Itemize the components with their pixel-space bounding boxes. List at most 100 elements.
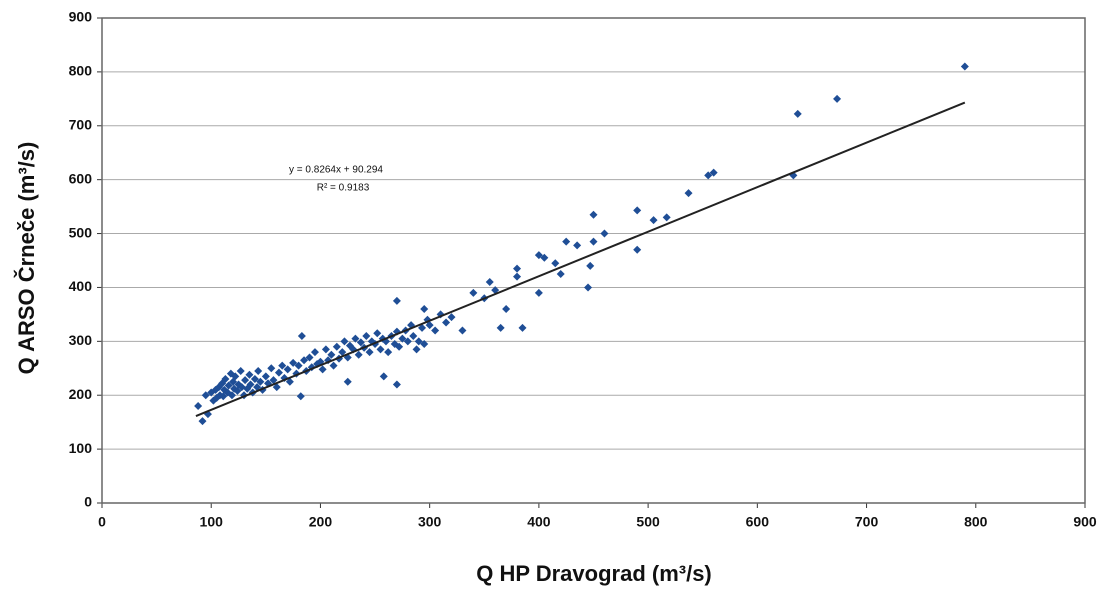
point	[294, 361, 303, 370]
trendline	[195, 101, 966, 417]
point	[704, 171, 713, 180]
point	[485, 278, 494, 287]
point	[332, 342, 341, 351]
x-axis-title: Q HP Dravograd (m³/s)	[476, 561, 712, 586]
point	[340, 337, 349, 346]
point	[261, 372, 270, 381]
point	[289, 358, 298, 367]
x-tick-label: 800	[964, 514, 988, 530]
x-tick-label: 500	[636, 514, 660, 530]
point	[274, 368, 283, 377]
point	[224, 381, 233, 390]
point	[420, 340, 429, 349]
point	[376, 345, 385, 354]
point	[231, 372, 240, 381]
point	[241, 376, 250, 385]
point	[245, 370, 254, 379]
point	[384, 348, 393, 357]
x-tick-label: 900	[1073, 514, 1097, 530]
point	[296, 392, 305, 401]
point	[236, 366, 245, 375]
point	[392, 296, 401, 305]
point	[960, 62, 969, 71]
x-tick-label: 100	[200, 514, 224, 530]
point	[420, 305, 429, 313]
point	[283, 365, 292, 374]
point	[409, 331, 418, 340]
point	[254, 366, 263, 375]
point	[329, 361, 338, 370]
point	[219, 392, 228, 401]
point	[589, 210, 598, 219]
point	[469, 288, 478, 297]
point	[310, 348, 319, 357]
point	[412, 345, 421, 354]
equation: y = 0.8264x + 90.294	[289, 165, 383, 176]
point	[227, 391, 236, 400]
point	[534, 288, 543, 297]
x-tick-label: 400	[527, 514, 551, 530]
point	[518, 323, 527, 332]
y-tick-label: 500	[69, 224, 93, 240]
point	[573, 241, 582, 250]
point	[256, 377, 265, 386]
point	[365, 348, 374, 357]
point	[356, 338, 365, 347]
point	[253, 383, 262, 392]
point	[793, 109, 802, 118]
point	[327, 350, 336, 359]
point	[633, 206, 642, 215]
x-tick-label: 0	[98, 514, 106, 530]
point	[633, 245, 642, 254]
point	[447, 313, 456, 322]
point	[285, 377, 294, 386]
point	[398, 334, 407, 343]
point	[513, 264, 522, 273]
y-tick-label: 600	[69, 170, 93, 186]
point	[709, 168, 718, 177]
point	[562, 237, 571, 246]
point	[233, 386, 242, 395]
y-tick-label: 900	[69, 9, 93, 25]
y-tick-label: 700	[69, 116, 93, 132]
point	[201, 391, 210, 400]
point	[513, 272, 522, 281]
point	[586, 261, 595, 270]
point	[534, 251, 543, 260]
point	[442, 318, 451, 327]
point	[649, 216, 658, 225]
point	[431, 326, 440, 335]
point	[458, 326, 467, 335]
point	[278, 361, 287, 370]
plot-frame	[101, 17, 1086, 504]
point	[600, 229, 609, 238]
y-tick-label: 100	[69, 440, 93, 456]
point	[221, 375, 230, 384]
y-tick-label: 0	[84, 494, 92, 510]
point	[540, 253, 549, 262]
x-tick-label: 200	[309, 514, 333, 530]
point	[250, 375, 259, 384]
point	[502, 305, 511, 313]
point	[551, 259, 560, 268]
y-axis-title: Q ARSO Črneče (m³/s)	[14, 142, 39, 375]
point	[395, 342, 404, 351]
point	[418, 323, 427, 332]
x-tick-label: 700	[855, 514, 879, 530]
point	[496, 323, 505, 332]
point	[269, 376, 278, 385]
point	[833, 94, 842, 103]
point	[351, 334, 360, 343]
y-tick-label: 200	[69, 386, 93, 402]
point	[556, 269, 565, 278]
point	[198, 417, 207, 426]
point	[338, 348, 347, 357]
point	[589, 237, 598, 246]
x-tick-label: 300	[418, 514, 442, 530]
y-tick-label: 800	[69, 63, 93, 79]
point	[584, 283, 593, 292]
x-tick-label: 600	[746, 514, 770, 530]
point	[379, 372, 388, 381]
point	[362, 331, 371, 340]
